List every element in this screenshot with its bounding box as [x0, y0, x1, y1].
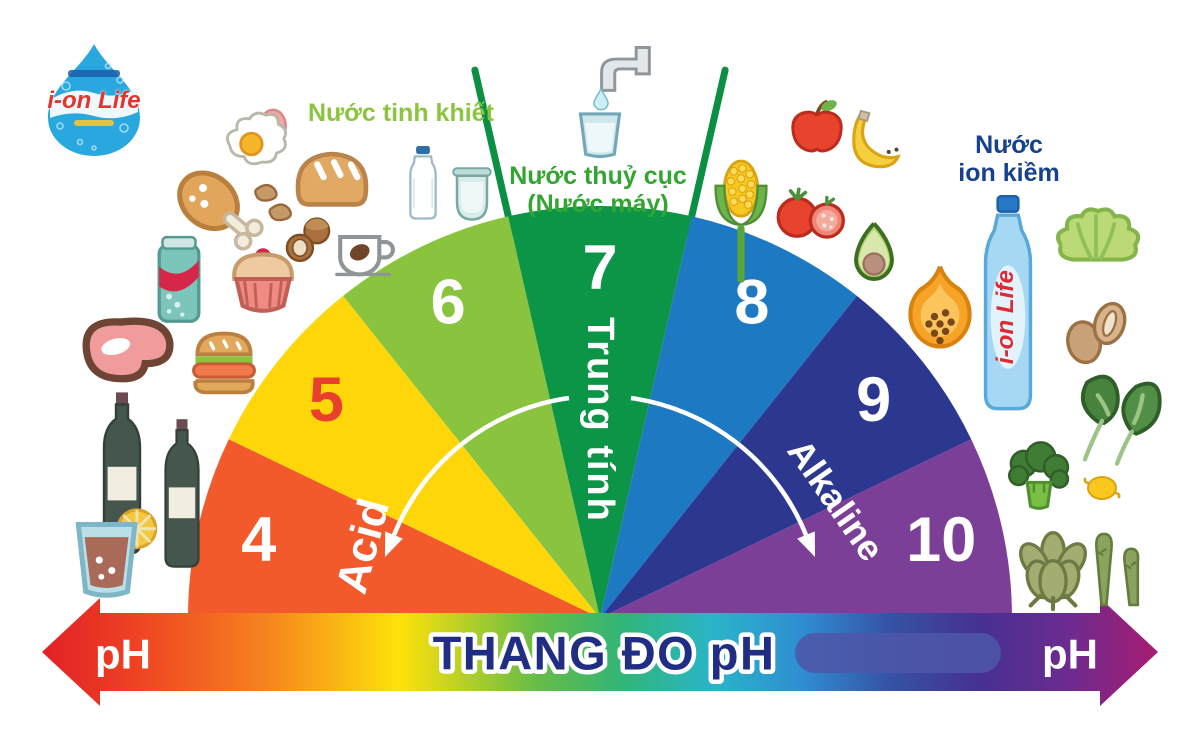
ionlife-logo: i-on Life	[30, 40, 158, 160]
ph-scale-banner	[42, 598, 1158, 706]
wine-bottle-2-icon	[160, 415, 204, 573]
steak-icon	[76, 300, 180, 398]
ion-water-label: Nước ion kiềm	[928, 131, 1090, 187]
gauge-segment-5	[228, 295, 601, 618]
gauge-segment-6	[343, 216, 600, 619]
hazelnuts-icon	[280, 214, 338, 266]
gauge-segment-9	[600, 295, 972, 618]
lettuce-icon	[1050, 204, 1142, 274]
asparagus-icon	[1085, 510, 1151, 614]
gauge-number-6: 6	[431, 268, 466, 338]
tap-water-label: Nước thuỷ cục (Nước máy)	[478, 162, 718, 218]
gauge-number-5: 5	[309, 365, 344, 435]
water-bottle-icon	[400, 130, 446, 238]
droplet-icon	[592, 88, 610, 111]
gauge-segment-7	[508, 205, 692, 618]
papaya-icon	[903, 260, 977, 362]
gauge-number-7: 7	[582, 233, 617, 303]
gauge-segment-8	[600, 216, 857, 619]
acid-arrowhead	[385, 531, 403, 557]
faucet-icon	[588, 36, 658, 92]
tap-glass-icon	[574, 110, 626, 162]
apple-icon	[786, 96, 848, 156]
lemon-icon	[1080, 468, 1124, 506]
gauge-segment-10	[600, 439, 1013, 618]
water-drop-icon	[48, 44, 140, 156]
logo-text: i-on Life	[47, 87, 141, 114]
soda-can-icon	[146, 224, 212, 336]
broccoli-icon	[1005, 437, 1073, 521]
beans-icon	[246, 175, 298, 227]
corn-icon	[712, 142, 770, 302]
bread-icon	[283, 133, 381, 217]
tap-water-line2: (Nước máy)	[527, 190, 669, 218]
acid-arrow-arc	[391, 395, 570, 536]
cupcake-icon	[220, 238, 306, 320]
banner-title: THANG ĐO pH	[433, 627, 776, 680]
water-cup-icon	[447, 163, 497, 231]
gauge-number-10: 10	[906, 505, 976, 575]
neutral-label: Trung tính	[579, 317, 621, 523]
gauge-segment-4	[188, 439, 600, 618]
alkaline-arrow-arc	[630, 395, 809, 536]
bottle-label-text: i-on Life	[992, 270, 1019, 364]
ion-water-line2: ion kiềm	[958, 159, 1060, 187]
gauge-number-9: 9	[856, 365, 891, 435]
dates-icon	[1062, 295, 1130, 369]
ionlife-bottle-icon: i-on Life	[970, 192, 1046, 418]
ph-label-left: pH	[95, 631, 151, 678]
gauge-number-4: 4	[241, 505, 276, 575]
banner-highlight-pill	[795, 633, 1001, 673]
fried-egg-icon	[214, 108, 296, 180]
coffee-cup-icon	[328, 220, 400, 288]
avocado-icon	[844, 218, 904, 292]
ion-water-line1: Nước	[975, 131, 1043, 159]
spinach-icon	[1070, 368, 1164, 478]
cola-glass-icon	[70, 505, 162, 611]
artichoke-icon	[1012, 526, 1094, 614]
drumstick-icon	[158, 170, 266, 270]
ph-label-right: pH	[1042, 631, 1098, 678]
tap-water-line1: Nước thuỷ cục	[509, 162, 687, 190]
pure-water-label: Nước tinh khiết	[308, 99, 494, 127]
tomatoes-icon	[772, 186, 852, 242]
neutral-divider-line-left	[471, 66, 516, 237]
alkaline-arrowhead	[797, 531, 815, 557]
banana-icon	[850, 92, 912, 184]
neutral-divider-line-right	[684, 66, 729, 237]
burger-icon	[184, 324, 264, 400]
